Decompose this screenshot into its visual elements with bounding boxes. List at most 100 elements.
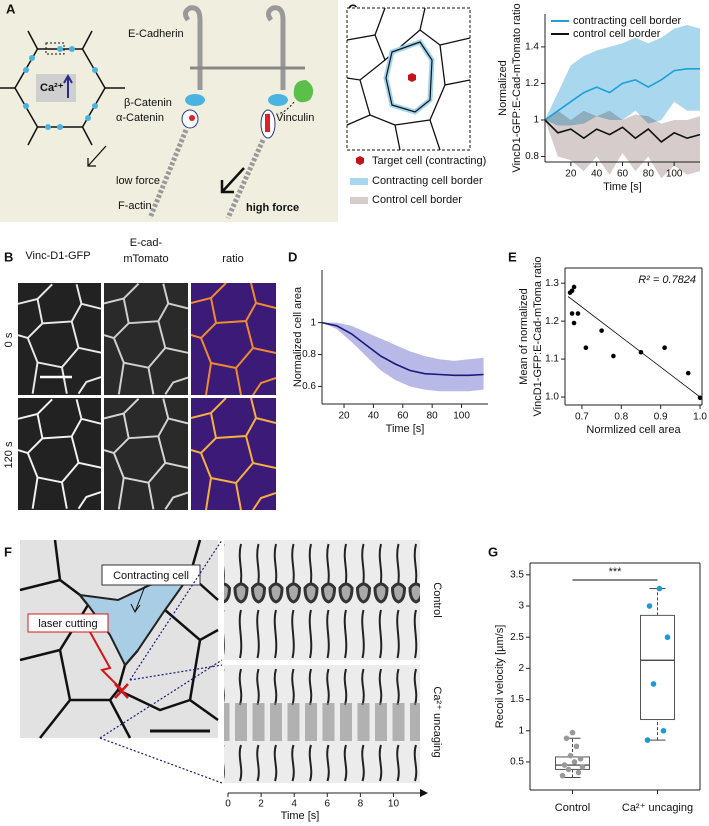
callout-arrow <box>130 585 146 613</box>
annotation: *** <box>609 566 623 578</box>
kymograph-pattern <box>224 540 420 660</box>
x-tick-label: 40 <box>591 169 603 180</box>
point <box>662 345 667 350</box>
cadherin-markers <box>23 46 98 130</box>
x-tick-label: 0.8 <box>614 412 628 423</box>
point <box>573 743 580 750</box>
x-tick-label: 10 <box>388 799 400 810</box>
panel-label: D <box>288 249 297 264</box>
cut-mark <box>114 683 129 699</box>
y-axis-label: VincD1-GFP:E-Cad-mTomato ratio <box>511 3 523 172</box>
legend-swatch <box>350 178 368 185</box>
x-tick-label: Ca²⁺ uncaging <box>622 802 693 814</box>
x-tick-label: 1.0 <box>693 412 707 423</box>
panel-label: F <box>4 544 12 559</box>
x-tick-label: 0.9 <box>654 412 668 423</box>
point <box>569 311 575 316</box>
point <box>571 284 577 290</box>
column-title: Vinc-D1-GFP <box>25 250 90 262</box>
y-tick-label: 2 <box>518 663 524 674</box>
force-arrow-low <box>87 145 107 167</box>
image-tile <box>191 398 276 510</box>
target-marker <box>408 73 416 82</box>
column-title: mTomato <box>123 253 168 265</box>
point <box>650 681 657 687</box>
point <box>656 585 663 592</box>
x-tick-label: 100 <box>453 411 470 422</box>
box <box>640 614 675 721</box>
point <box>563 735 570 742</box>
y-tick-label: 2.5 <box>510 632 524 643</box>
point <box>569 729 576 736</box>
legend-label: contracting cell border <box>573 15 682 27</box>
point <box>575 769 582 776</box>
y-tick-label: 0.8 <box>302 349 316 360</box>
kymograph-pattern <box>224 665 420 783</box>
point <box>599 328 604 333</box>
legend-label: Target cell (contracting) <box>372 155 486 167</box>
x-axis-label: Normlized cell area <box>586 424 681 436</box>
x-tick-label: 0.7 <box>575 412 589 423</box>
y-tick-label: 1.2 <box>525 78 539 89</box>
junction-lines <box>0 30 125 146</box>
point <box>559 772 566 779</box>
y-tick-label: 1.3 <box>545 278 559 289</box>
label: Vinculin <box>276 112 314 124</box>
column-title: E-cad- <box>130 237 163 249</box>
axis-arrow <box>420 789 428 797</box>
point <box>565 766 572 773</box>
y-axis-label: Recoil velocity [µm/s] <box>494 625 506 729</box>
vinculin <box>293 80 314 103</box>
y-tick-label: 0.5 <box>510 757 524 768</box>
y-tick-label: 3.5 <box>510 569 524 580</box>
y-tick-label: 1 <box>533 115 539 126</box>
point <box>697 395 703 401</box>
point <box>567 752 574 759</box>
x-axis-label: Time [s] <box>281 810 320 822</box>
x-tick-label: 80 <box>427 411 439 422</box>
series-line <box>544 119 701 143</box>
f-actin-high <box>225 138 266 220</box>
label: α-Catenin <box>116 112 164 124</box>
force-arrow-high <box>220 167 245 194</box>
legend-swatch <box>350 197 368 204</box>
row-label: Control <box>431 582 443 617</box>
x-tick-label: 20 <box>565 169 577 180</box>
y-tick-label: 1.2 <box>545 316 559 327</box>
point <box>685 370 691 376</box>
point <box>561 762 568 768</box>
laser-arrow <box>89 631 123 691</box>
callout-box <box>101 564 201 586</box>
target-cell <box>385 41 433 113</box>
alpha-catenin-site <box>265 114 270 132</box>
micrographs <box>18 283 276 510</box>
callout-box <box>27 613 109 633</box>
x-tick-label: 80 <box>643 169 655 180</box>
y-tick-label: 0.6 <box>302 381 316 392</box>
zoom-box <box>45 42 65 55</box>
panel-label: B <box>4 249 13 264</box>
point <box>611 353 616 359</box>
image-tile <box>191 283 276 395</box>
callout: Contracting cell <box>113 570 189 582</box>
x-tick-label: 4 <box>291 799 297 810</box>
y-tick-label: 0.8 <box>525 151 539 162</box>
y-axis-label: Normalized <box>497 60 509 116</box>
panel-label: E <box>508 249 517 264</box>
cadherin-high <box>265 5 286 90</box>
x-tick-label: Control <box>555 802 590 814</box>
point <box>571 759 578 765</box>
annotation: R² = 0.7824 <box>638 274 696 286</box>
image-tile <box>104 398 188 510</box>
series-line <box>321 321 484 377</box>
point <box>638 349 644 355</box>
y-tick-label: 1.1 <box>545 354 559 365</box>
panel-label: A <box>6 1 16 16</box>
series-line <box>544 68 700 121</box>
row-label: Ca²⁺ uncaging <box>431 686 443 757</box>
x-tick-label: 0 <box>225 799 231 810</box>
image-tile <box>104 283 188 395</box>
y-axis-label: VincD1-GFP:E-Cad-mToma ratio <box>532 257 544 417</box>
y-tick-label: 1 <box>310 317 316 328</box>
beta-catenin <box>268 94 288 106</box>
